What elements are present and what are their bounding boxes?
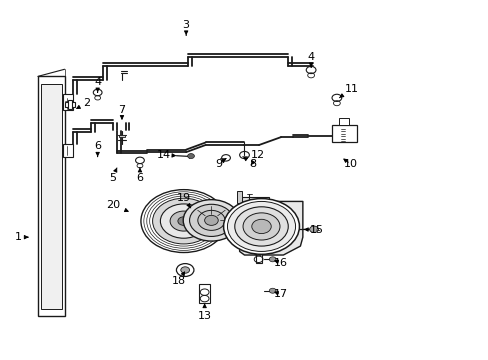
Circle shape xyxy=(181,267,189,273)
Bar xyxy=(338,118,348,125)
Bar xyxy=(64,103,75,107)
Bar xyxy=(255,249,261,263)
Circle shape xyxy=(152,198,214,244)
Circle shape xyxy=(176,264,194,276)
Circle shape xyxy=(178,217,189,225)
Text: 3: 3 xyxy=(183,19,189,35)
Text: 13: 13 xyxy=(197,304,211,321)
Text: 12: 12 xyxy=(250,150,264,165)
Circle shape xyxy=(269,288,276,293)
Circle shape xyxy=(227,202,295,251)
Bar xyxy=(237,191,242,203)
Text: 18: 18 xyxy=(171,272,185,286)
Bar xyxy=(199,284,209,303)
Text: 10: 10 xyxy=(343,159,357,169)
Circle shape xyxy=(189,204,233,237)
Text: 4: 4 xyxy=(94,77,101,92)
Bar xyxy=(290,219,295,234)
Bar xyxy=(62,144,73,157)
Circle shape xyxy=(269,257,276,262)
Circle shape xyxy=(251,219,271,234)
Text: 1: 1 xyxy=(15,232,28,242)
Bar xyxy=(244,203,250,208)
Text: 14: 14 xyxy=(157,150,175,160)
Text: 17: 17 xyxy=(273,289,287,299)
Text: 11: 11 xyxy=(339,84,358,98)
Circle shape xyxy=(141,190,226,252)
Text: 4: 4 xyxy=(307,52,314,67)
Circle shape xyxy=(198,210,224,230)
Text: 7: 7 xyxy=(118,105,125,119)
Text: 6: 6 xyxy=(136,168,143,183)
Text: 5: 5 xyxy=(108,168,117,183)
Circle shape xyxy=(187,154,194,158)
Bar xyxy=(242,197,268,205)
Circle shape xyxy=(234,207,287,246)
Text: 20: 20 xyxy=(106,200,128,212)
Bar xyxy=(41,84,61,309)
Circle shape xyxy=(170,211,197,231)
Circle shape xyxy=(160,204,206,238)
Bar xyxy=(118,135,125,138)
Circle shape xyxy=(223,199,299,254)
Text: 15: 15 xyxy=(303,225,323,235)
Text: 6: 6 xyxy=(94,141,101,157)
Text: 2: 2 xyxy=(77,98,90,108)
Polygon shape xyxy=(239,202,302,255)
Text: 9: 9 xyxy=(215,159,225,169)
Circle shape xyxy=(183,200,239,241)
Circle shape xyxy=(243,213,280,240)
Bar xyxy=(68,100,72,109)
Bar xyxy=(38,76,64,316)
Text: 16: 16 xyxy=(273,258,287,268)
Circle shape xyxy=(309,226,318,233)
Text: 8: 8 xyxy=(244,157,256,169)
Bar xyxy=(258,203,264,208)
Text: 19: 19 xyxy=(176,193,190,208)
Bar xyxy=(62,94,73,111)
Circle shape xyxy=(204,215,218,225)
Bar xyxy=(331,125,357,143)
